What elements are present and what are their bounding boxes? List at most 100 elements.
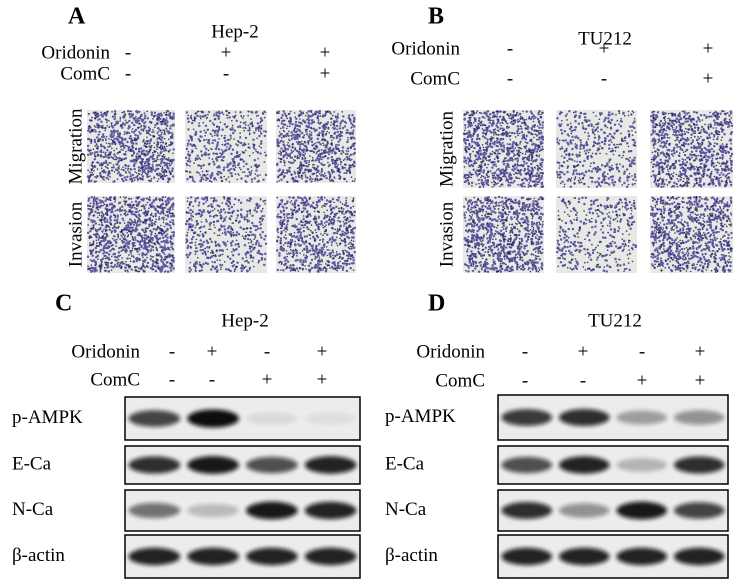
condition-label: ComC [90, 369, 140, 390]
blot-label: E-Ca [12, 453, 52, 474]
condition-label: ComC [410, 68, 460, 89]
blot-label: N-Ca [12, 499, 54, 520]
condition-sign: - [507, 38, 513, 59]
condition-sign: + [221, 42, 232, 63]
condition-sign: + [695, 370, 706, 391]
condition-sign: - [601, 68, 607, 89]
condition-sign: - [125, 42, 131, 63]
panel-letter: B [428, 4, 444, 30]
condition-sign: + [207, 341, 218, 362]
condition-sign: - [125, 63, 131, 84]
blot-label: β-actin [12, 545, 65, 566]
band [673, 456, 725, 474]
band [128, 502, 181, 519]
condition-sign: + [695, 341, 706, 362]
condition-sign: - [639, 341, 645, 362]
cells [463, 196, 544, 273]
condition-sign: + [317, 341, 328, 362]
condition-label: Oridonin [391, 38, 460, 59]
band [187, 503, 239, 518]
condition-sign: + [320, 42, 331, 63]
condition-sign: + [703, 68, 714, 89]
band [128, 410, 181, 427]
condition-label: Oridonin [416, 341, 485, 362]
panel-letter: A [68, 4, 86, 30]
condition-sign: - [507, 68, 513, 89]
band [187, 409, 239, 428]
condition-sign: + [637, 370, 648, 391]
cells [276, 196, 356, 273]
cells [556, 110, 637, 188]
condition-label: Oridonin [71, 341, 140, 362]
condition-sign: + [320, 63, 331, 84]
row-label: Invasion [436, 201, 457, 267]
condition-sign: + [599, 38, 610, 59]
condition-sign: + [703, 38, 714, 59]
panel-title: TU212 [578, 28, 632, 49]
band [304, 456, 357, 474]
band [558, 547, 610, 566]
band [128, 547, 181, 566]
condition-sign: + [317, 369, 328, 390]
condition-sign: - [169, 341, 175, 362]
condition-sign: + [578, 341, 589, 362]
micrograph [556, 110, 637, 188]
band [558, 503, 610, 518]
condition-label: Oridonin [41, 42, 110, 63]
band [304, 501, 357, 520]
row-label: Migration [65, 108, 86, 184]
band [246, 547, 298, 566]
cells [276, 110, 356, 183]
band [616, 547, 668, 566]
row-label: Invasion [65, 201, 86, 267]
band [246, 412, 298, 425]
cells [87, 110, 174, 183]
band [187, 456, 239, 474]
condition-sign: - [209, 369, 215, 390]
band [304, 547, 357, 566]
band [128, 456, 181, 474]
band [501, 456, 553, 474]
cells [185, 110, 267, 183]
band [673, 410, 725, 425]
band [616, 501, 668, 520]
cells [556, 196, 636, 273]
condition-sign: - [264, 341, 270, 362]
condition-sign: - [522, 341, 528, 362]
blot-label: N-Ca [385, 499, 427, 520]
panel-letter: C [55, 291, 72, 317]
condition-sign: - [223, 63, 229, 84]
row-label: Migration [436, 111, 457, 187]
cells [462, 195, 545, 273]
condition-sign: - [169, 369, 175, 390]
band [187, 547, 239, 566]
blot-label: β-actin [385, 545, 438, 566]
condition-sign: - [580, 370, 586, 391]
condition-sign: - [522, 370, 528, 391]
condition-sign: + [262, 369, 273, 390]
cells [87, 196, 175, 273]
cells [463, 110, 544, 188]
band [501, 547, 553, 566]
condition-label: ComC [60, 63, 110, 84]
panel-title: Hep-2 [211, 21, 258, 42]
band [304, 412, 357, 425]
panel-letter: D [428, 291, 445, 317]
band [501, 501, 553, 520]
condition-label: ComC [435, 370, 485, 391]
cells [650, 110, 733, 188]
band [673, 502, 725, 519]
band [616, 458, 668, 472]
band [246, 456, 298, 474]
band [501, 409, 553, 426]
blot-label: p-AMPK [385, 406, 456, 427]
band [616, 410, 668, 425]
cells [185, 197, 267, 272]
band [246, 501, 298, 520]
band [558, 408, 610, 427]
panel-title: TU212 [588, 310, 642, 331]
panel-title: Hep-2 [221, 310, 268, 331]
band [673, 547, 725, 566]
blot-label: p-AMPK [12, 407, 83, 428]
